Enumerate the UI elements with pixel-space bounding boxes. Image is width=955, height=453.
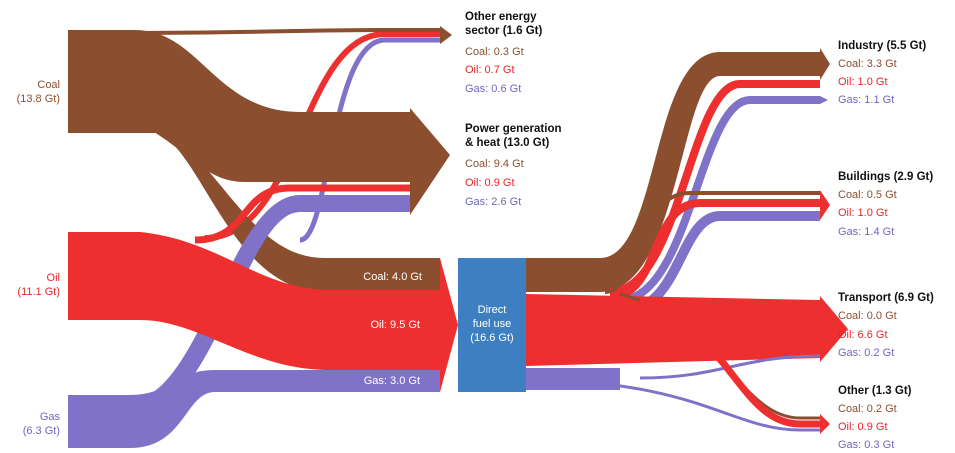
arrow-industry-gas	[820, 96, 828, 104]
label-direct-coal: Coal: 4.0 Gt	[363, 271, 422, 283]
label-gas-total: (6.3 Gt)	[23, 425, 60, 437]
label-other-energy-title2: sector (1.6 Gt)	[465, 25, 542, 37]
flow-oil-buildings	[611, 199, 820, 300]
arrow-direct	[440, 258, 458, 392]
arrow-other-energy	[440, 26, 452, 44]
label-buildings-gas: Gas: 1.4 Gt	[838, 226, 894, 238]
label-coal-total: (13.8 Gt)	[17, 93, 60, 105]
arrow-industry	[820, 48, 830, 80]
hub-label-3: (16.6 Gt)	[470, 332, 513, 344]
label-power-title2: & heat (13.0 Gt)	[465, 137, 550, 149]
label-power-oil: Oil: 0.9 Gt	[465, 177, 515, 189]
label-transport-oil: Oil: 6.6 Gt	[838, 329, 888, 341]
flow-coal-other-energy	[129, 28, 440, 35]
flow-oil-power	[194, 184, 410, 244]
label-direct-oil: Oil: 9.5 Gt	[370, 319, 420, 331]
arrow-buildings	[820, 190, 830, 220]
label-oil-source: Oil	[47, 272, 60, 284]
label-other-coal: Coal: 0.2 Gt	[838, 403, 897, 415]
flow-oil-transport	[526, 294, 820, 366]
label-industry-gas: Gas: 1.1 Gt	[838, 94, 894, 106]
flow-coal-buildings	[604, 191, 820, 294]
label-power-coal: Coal: 9.4 Gt	[465, 158, 524, 170]
label-power-gas: Gas: 2.6 Gt	[465, 196, 521, 208]
flow-gas-hub-out	[526, 368, 620, 390]
label-buildings-title: Buildings (2.9 Gt)	[838, 171, 933, 183]
hub-label-2: fuel use	[473, 318, 512, 330]
label-other-energy-coal: Coal: 0.3 Gt	[465, 46, 524, 58]
label-other-gas: Gas: 0.3 Gt	[838, 439, 894, 451]
arrow-power	[410, 108, 450, 215]
label-power-title: Power generation	[465, 123, 562, 135]
hub-label-1: Direct	[478, 304, 507, 316]
label-transport-title: Transport (6.9 Gt)	[838, 292, 934, 304]
flow-coal-industry	[526, 52, 820, 292]
flow-gas-power	[130, 195, 410, 420]
direct-fuel-hub	[458, 258, 526, 392]
label-other-title: Other (1.3 Gt)	[838, 385, 912, 397]
label-buildings-coal: Coal: 0.5 Gt	[838, 189, 897, 201]
label-other-oil: Oil: 0.9 Gt	[838, 421, 888, 433]
label-coal-source: Coal	[37, 79, 60, 91]
flow-coal-power	[68, 30, 410, 182]
label-gas-source: Gas	[40, 411, 61, 423]
flow-gas-direct	[68, 370, 440, 448]
label-buildings-oil: Oil: 1.0 Gt	[838, 207, 888, 219]
label-oil-total: (11.1 Gt)	[17, 286, 60, 298]
label-industry-coal: Coal: 3.3 Gt	[838, 58, 897, 70]
arrow-other	[820, 414, 830, 434]
arrow-transport	[820, 296, 848, 362]
label-direct-gas: Gas: 3.0 Gt	[364, 375, 420, 387]
label-industry-title: Industry (5.5 Gt)	[838, 40, 926, 52]
label-other-energy-oil: Oil: 0.7 Gt	[465, 64, 515, 76]
label-other-energy-gas: Gas: 0.6 Gt	[465, 83, 521, 95]
label-other-energy-title: Other energy	[465, 11, 537, 23]
flow-oil-other	[638, 296, 820, 428]
label-industry-oil: Oil: 1.0 Gt	[838, 76, 888, 88]
label-transport-coal: Coal: 0.0 Gt	[838, 310, 897, 322]
flow-oil-direct	[68, 232, 440, 370]
label-transport-gas: Gas: 0.2 Gt	[838, 347, 894, 359]
